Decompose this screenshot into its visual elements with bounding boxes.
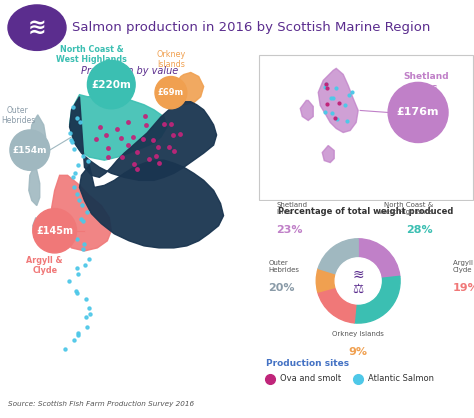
Text: £69m: £69m bbox=[158, 88, 184, 97]
Text: North Coast &
West Highlands: North Coast & West Highlands bbox=[56, 45, 127, 64]
Polygon shape bbox=[300, 100, 313, 120]
Text: Shetland
Isles: Shetland Isles bbox=[403, 72, 449, 92]
Text: £220m: £220m bbox=[91, 79, 131, 89]
Polygon shape bbox=[29, 165, 40, 206]
Circle shape bbox=[155, 76, 187, 109]
Text: Percentage of total weight produced: Percentage of total weight produced bbox=[279, 206, 454, 216]
Text: 28%: 28% bbox=[406, 225, 433, 235]
Polygon shape bbox=[33, 218, 42, 236]
Circle shape bbox=[33, 209, 76, 253]
Text: Salmon production in 2016 by Scottish Marine Region: Salmon production in 2016 by Scottish Ma… bbox=[72, 21, 430, 34]
Text: Production sites: Production sites bbox=[266, 359, 349, 368]
Text: ⚖: ⚖ bbox=[353, 283, 364, 296]
Circle shape bbox=[87, 60, 135, 109]
Circle shape bbox=[335, 258, 381, 304]
Text: ≋: ≋ bbox=[27, 18, 46, 38]
Text: Orkney
Islands: Orkney Islands bbox=[156, 50, 185, 69]
Polygon shape bbox=[70, 94, 167, 160]
Wedge shape bbox=[358, 239, 400, 278]
Text: Orkney Islands: Orkney Islands bbox=[332, 331, 384, 337]
Text: 9%: 9% bbox=[349, 347, 368, 357]
Text: Ova and smolt: Ova and smolt bbox=[280, 375, 341, 383]
Text: Argyll &
Clyde: Argyll & Clyde bbox=[453, 260, 474, 273]
Polygon shape bbox=[318, 69, 358, 133]
Text: North Coast &
West Highlands: North Coast & West Highlands bbox=[379, 202, 433, 215]
Text: 23%: 23% bbox=[276, 225, 303, 235]
Text: Argyll &
Clyde: Argyll & Clyde bbox=[27, 256, 63, 275]
Text: Production by value: Production by value bbox=[81, 66, 178, 76]
Text: Shetland
Isles: Shetland Isles bbox=[276, 202, 307, 215]
Text: 19%: 19% bbox=[453, 283, 474, 293]
Wedge shape bbox=[316, 268, 336, 292]
Text: £154m: £154m bbox=[12, 145, 47, 155]
Wedge shape bbox=[318, 239, 358, 274]
Text: £176m: £176m bbox=[397, 107, 439, 117]
Text: £145m: £145m bbox=[36, 226, 73, 236]
Polygon shape bbox=[174, 72, 204, 105]
Text: Source: Scottish Fish Farm Production Survey 2016: Source: Scottish Fish Farm Production Su… bbox=[8, 401, 194, 408]
Text: ≋: ≋ bbox=[352, 268, 364, 282]
Polygon shape bbox=[52, 175, 111, 251]
FancyBboxPatch shape bbox=[259, 55, 473, 200]
Polygon shape bbox=[322, 145, 334, 163]
Wedge shape bbox=[354, 276, 400, 323]
Text: Outer
Hebrides: Outer Hebrides bbox=[268, 260, 299, 273]
Polygon shape bbox=[70, 97, 217, 180]
Polygon shape bbox=[80, 160, 224, 248]
Text: 20%: 20% bbox=[268, 283, 295, 293]
Wedge shape bbox=[318, 287, 356, 323]
Text: Outer
Hebrides: Outer Hebrides bbox=[1, 105, 35, 125]
Ellipse shape bbox=[8, 5, 66, 51]
Text: Atlantic Salmon: Atlantic Salmon bbox=[368, 375, 434, 383]
Circle shape bbox=[388, 82, 448, 143]
Polygon shape bbox=[30, 115, 46, 155]
Circle shape bbox=[10, 130, 50, 170]
